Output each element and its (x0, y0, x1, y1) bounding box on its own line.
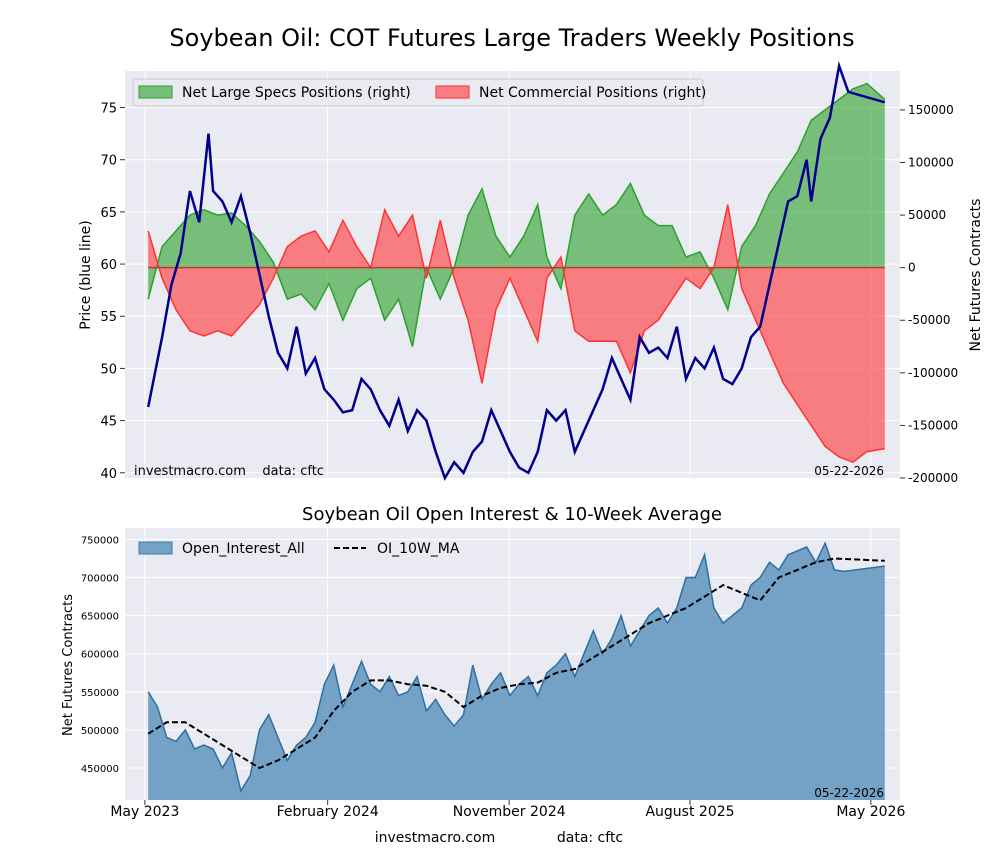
left-tick-label: 65 (100, 206, 117, 221)
positions-chart: 40 45 50 55 60 65 70 75 -200000 -150000 -100000 -5… (78, 60, 984, 485)
legend-swatch-specs (138, 85, 173, 99)
open-interest-x-tick-label: May 2026 (836, 804, 905, 820)
open-interest-x-tick-label: November 2024 (453, 804, 566, 820)
open-interest-x-tick-label: August 2025 (645, 804, 734, 820)
open-interest-y-tick-label: 650000 (81, 612, 119, 623)
positions-left-ticks: 40 45 50 55 60 65 70 75 (100, 102, 125, 482)
right-tick-label: 150000 (908, 103, 954, 117)
open-interest-date-stamp: 05-22-2026 (814, 786, 884, 800)
moving-average-line (147, 557, 885, 770)
right-tick-label: -200000 (908, 471, 958, 485)
figure-title: Soybean Oil: COT Futures Large Traders W… (169, 24, 854, 52)
left-tick-label: 40 (100, 467, 117, 482)
commercial-line (147, 204, 885, 464)
positions-source-note: investmacro.com data: cftc (134, 464, 324, 479)
open-interest-series (147, 541, 885, 800)
open-interest-y-tick-label: 700000 (81, 574, 119, 585)
open-interest-y-tick-label: 550000 (81, 688, 119, 699)
right-tick-label: 100000 (908, 155, 954, 169)
right-tick-label: -150000 (908, 418, 958, 432)
legend-swatch-commercial (435, 85, 470, 99)
footer-site: investmacro.com (375, 830, 495, 846)
open-interest-y-tick-label: 600000 (81, 650, 119, 661)
positions-legend: Net Large Specs Positions (right) Net Co… (132, 78, 706, 107)
open-interest-y-ticks: 450000 500000 550000 600000 650000 700000 7500… (81, 535, 119, 775)
open-interest-legend: Open_Interest_All OI_10W_MA (138, 541, 460, 557)
specs-area (148, 83, 885, 347)
open-interest-line (147, 541, 885, 793)
open-interest-chart: Soybean Oil Open Interest & 10-Week Aver… (61, 504, 905, 820)
open-interest-y-tick-label: 500000 (81, 726, 119, 737)
positions-areas (146, 60, 886, 481)
legend-label-ma: OI_10W_MA (377, 541, 460, 557)
open-interest-x-tick-label: February 2024 (277, 804, 379, 820)
positions-date-stamp: 05-22-2026 (814, 464, 884, 478)
footer-source: data: cftc (557, 830, 623, 846)
right-tick-label: -50000 (908, 313, 951, 327)
positions-legend-box (132, 78, 704, 107)
left-tick-label: 75 (100, 102, 117, 117)
left-tick-label: 50 (100, 362, 117, 377)
open-interest-y-tick-label: 750000 (81, 535, 119, 546)
positions-right-axis-label: Net Futures Contracts (968, 199, 984, 352)
commercial-area (148, 204, 885, 463)
positions-left-axis-label: Price (blue line) (78, 220, 94, 330)
left-tick-label: 60 (100, 258, 117, 273)
open-interest-x-tick-label: May 2023 (110, 804, 179, 820)
price-line (146, 60, 886, 481)
legend-label-specs: Net Large Specs Positions (right) (182, 85, 411, 101)
legend-label-open-interest: Open_Interest_All (182, 541, 305, 557)
legend-swatch-open-interest (138, 541, 173, 555)
right-tick-label: -100000 (908, 366, 958, 380)
specs-line (147, 82, 886, 347)
left-tick-label: 55 (100, 310, 117, 325)
left-tick-label: 70 (100, 154, 117, 169)
open-interest-area (148, 543, 885, 800)
open-interest-title: Soybean Oil Open Interest & 10-Week Aver… (302, 504, 722, 525)
positions-right-ticks: -200000 -150000 -100000 -50000 0 50000 100000 1… (900, 103, 958, 485)
left-tick-label: 45 (100, 415, 117, 430)
open-interest-y-axis-label: Net Futures Contracts (61, 594, 76, 736)
right-tick-label: 50000 (908, 208, 946, 222)
open-interest-y-tick-label: 450000 (81, 764, 119, 775)
right-tick-label: 0 (908, 261, 916, 275)
legend-label-commercial: Net Commercial Positions (right) (479, 85, 706, 101)
open-interest-x-ticks: May 2023 February 2024 November 2024 August… (110, 800, 905, 820)
